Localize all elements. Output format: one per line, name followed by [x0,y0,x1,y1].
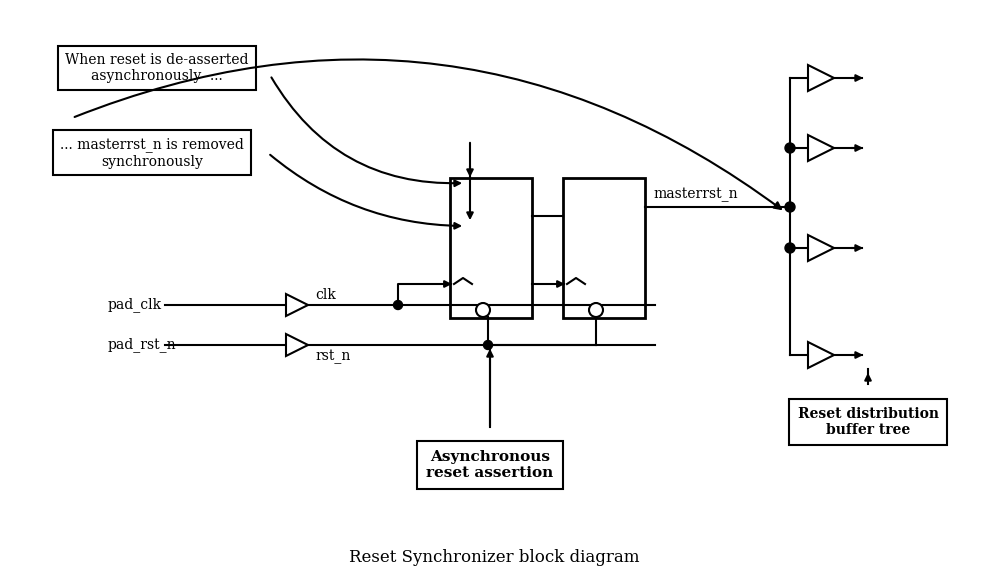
FancyArrowPatch shape [444,281,451,287]
FancyArrowPatch shape [74,59,781,209]
FancyArrowPatch shape [851,352,860,358]
Polygon shape [286,334,308,356]
Bar [450,178,532,318]
Text: pad_rst_n: pad_rst_n [108,338,177,353]
Circle shape [785,143,795,153]
Text: Reset distribution
buffer tree: Reset distribution buffer tree [797,407,939,437]
FancyArrowPatch shape [851,145,860,151]
FancyArrowPatch shape [271,78,460,186]
Circle shape [484,340,493,349]
Circle shape [394,300,403,310]
Text: rst_n: rst_n [315,350,350,364]
Circle shape [785,202,795,212]
FancyArrowPatch shape [270,154,460,229]
Text: masterrst_n: masterrst_n [653,188,738,202]
FancyArrowPatch shape [488,351,493,426]
Polygon shape [286,294,308,316]
FancyArrowPatch shape [467,166,473,218]
Polygon shape [808,342,834,368]
Text: Asynchronous
reset assertion: Asynchronous reset assertion [426,450,554,480]
Text: ... masterrst_n is removed
synchronously: ... masterrst_n is removed synchronously [60,138,244,168]
Bar [563,178,645,318]
Polygon shape [808,65,834,91]
Text: Reset Synchronizer block diagram: Reset Synchronizer block diagram [349,550,639,567]
Polygon shape [808,135,834,161]
FancyArrowPatch shape [557,281,564,287]
Circle shape [589,303,603,317]
FancyArrowPatch shape [851,75,860,81]
FancyArrowPatch shape [851,245,860,251]
Circle shape [785,243,795,253]
Polygon shape [808,235,834,261]
Text: When reset is de-asserted
asynchronously  ...: When reset is de-asserted asynchronously… [65,53,249,83]
Circle shape [476,303,490,317]
Text: clk: clk [315,288,336,302]
FancyArrowPatch shape [467,143,473,175]
Text: pad_clk: pad_clk [108,297,162,312]
FancyArrowPatch shape [865,375,870,381]
